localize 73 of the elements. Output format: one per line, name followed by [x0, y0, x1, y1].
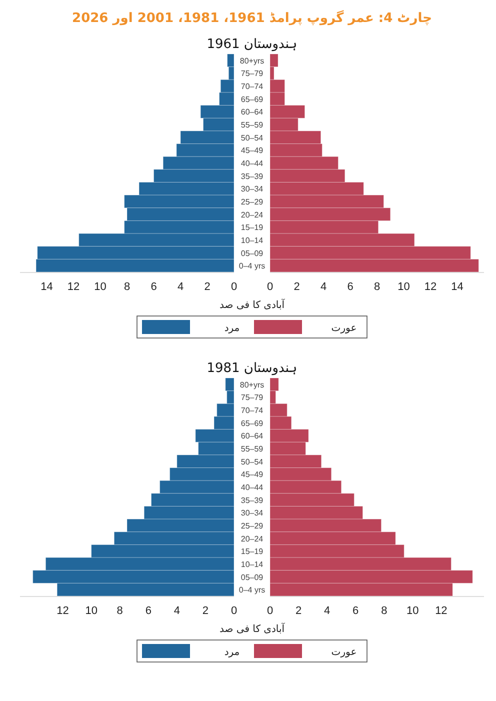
y-tick-label: 0–4 yrs	[238, 262, 266, 271]
x-tick-label: 4	[324, 605, 330, 617]
x-tick-label: 14	[451, 281, 464, 293]
y-tick-label: 35–39	[240, 172, 264, 181]
y-tick-label: 75–79	[240, 393, 264, 402]
x-tick-label: 12	[56, 605, 69, 617]
y-tick-label: 30–34	[240, 508, 264, 518]
y-tick-label: 45–49	[240, 146, 264, 156]
y-tick-label: 75–79	[240, 69, 264, 78]
y-tick-label: 55–59	[240, 120, 264, 130]
chart-subtitle: ہندوستان 1961	[206, 37, 298, 52]
x-axis-title: آبادی کا فی صد	[219, 622, 286, 635]
x-tick-label: 10	[85, 605, 98, 617]
y-tick-label: 10–14	[240, 560, 264, 569]
x-tick-label: 10	[94, 281, 106, 293]
y-tick-label: 0–4 yrs	[238, 586, 266, 595]
x-tick-label: 8	[116, 605, 123, 617]
x-tick-label: 4	[174, 605, 180, 617]
text: مرد	[224, 647, 240, 658]
chart-title: ہندوستان 1981	[206, 361, 298, 376]
x-tick-label: 0	[230, 281, 238, 293]
x-tick-label: 12	[435, 605, 448, 617]
x-tick-label: 6	[347, 281, 354, 293]
y-tick-label: 15–19	[240, 223, 264, 232]
y-tick-label: 50–54	[240, 457, 264, 466]
y-tick-label: 60–64	[240, 108, 264, 117]
x-tick-label: 0	[266, 605, 274, 617]
y-tick-label: 25–29	[240, 521, 264, 530]
y-tick-label: 10–14	[240, 236, 264, 245]
y-tick-label: 40–44	[240, 483, 264, 492]
y-tick-label: 50–54	[240, 133, 264, 142]
x-tick-label: 8	[374, 281, 380, 293]
y-tick-label: 05–09	[240, 572, 264, 582]
x-tick-label: 2	[204, 281, 210, 293]
y-tick-label: 65–69	[240, 94, 264, 104]
x-tick-label: 6	[352, 605, 359, 617]
y-tick-label: 15–19	[240, 547, 264, 556]
y-tick-label: 55–59	[240, 444, 264, 454]
x-tick-label: 6	[150, 281, 157, 293]
text: عورت	[331, 323, 357, 334]
text: عورت	[331, 647, 357, 658]
y-tick-label: 60–64	[240, 432, 264, 441]
y-tick-label: 30–34	[240, 184, 264, 194]
text: مرد	[224, 323, 240, 334]
x-tick-label: 2	[294, 281, 300, 293]
x-tick-label: 2	[202, 605, 209, 617]
y-tick-label: 35–39	[240, 496, 264, 505]
x-tick-label: 8	[124, 281, 130, 293]
y-tick-label: 65–69	[240, 418, 264, 428]
x-tick-label: 12	[67, 281, 80, 293]
x-tick-label: 10	[398, 281, 410, 293]
y-tick-label: 70–74	[240, 82, 264, 92]
x-tick-label: 0	[266, 281, 274, 293]
y-tick-label: 70–74	[240, 406, 264, 416]
x-tick-label: 2	[295, 605, 302, 617]
y-tick-label: 20–24	[240, 534, 264, 544]
y-tick-label: 80+yrs	[240, 56, 264, 66]
x-tick-label: 6	[145, 605, 152, 617]
x-tick-label: 8	[381, 605, 388, 617]
x-axis-title: آبادی کا فی صد	[219, 298, 286, 311]
x-tick-label: 0	[230, 605, 238, 617]
x-tick-label: 12	[424, 281, 437, 293]
y-tick-label: 05–09	[240, 248, 264, 258]
y-tick-label: 80+yrs	[240, 380, 264, 390]
y-tick-label: 40–44	[240, 159, 264, 168]
y-tick-label: 45–49	[240, 470, 264, 480]
y-tick-label: 20–24	[240, 210, 264, 220]
x-tick-label: 10	[406, 605, 419, 617]
x-tick-label: 14	[40, 281, 53, 293]
x-tick-label: 4	[320, 281, 327, 293]
chart-title: چارٹ 4: عمر گروپ پرامڈ 1961، 1981، 2001 اور 2026	[72, 10, 432, 26]
y-tick-label: 25–29	[240, 197, 264, 206]
x-tick-label: 4	[177, 281, 184, 293]
